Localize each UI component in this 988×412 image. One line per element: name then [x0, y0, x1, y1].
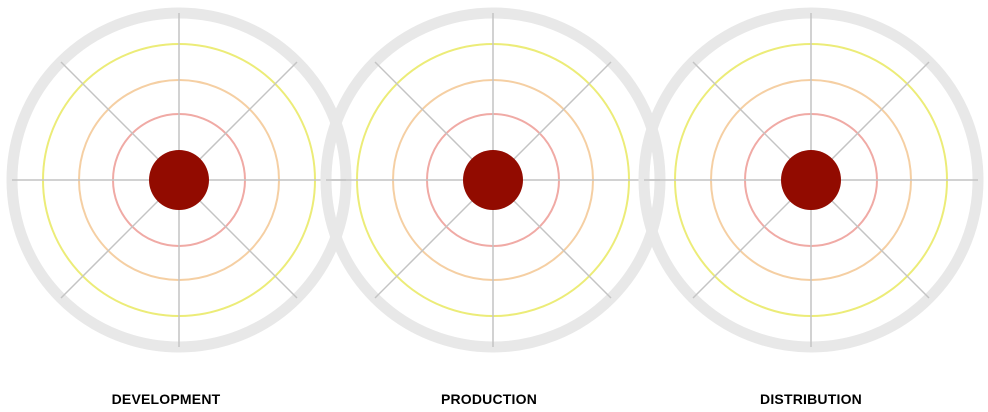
stage-label-development: DEVELOPMENT: [112, 391, 221, 407]
stage-label-distribution: DISTRIBUTION: [760, 391, 862, 407]
target-development: [6, 7, 352, 353]
target-distribution: [638, 7, 984, 353]
bullseye: [463, 150, 523, 210]
bullseye: [149, 150, 209, 210]
stage-label-production: PRODUCTION: [441, 391, 537, 407]
target-production: [320, 7, 666, 353]
bullseye: [781, 150, 841, 210]
